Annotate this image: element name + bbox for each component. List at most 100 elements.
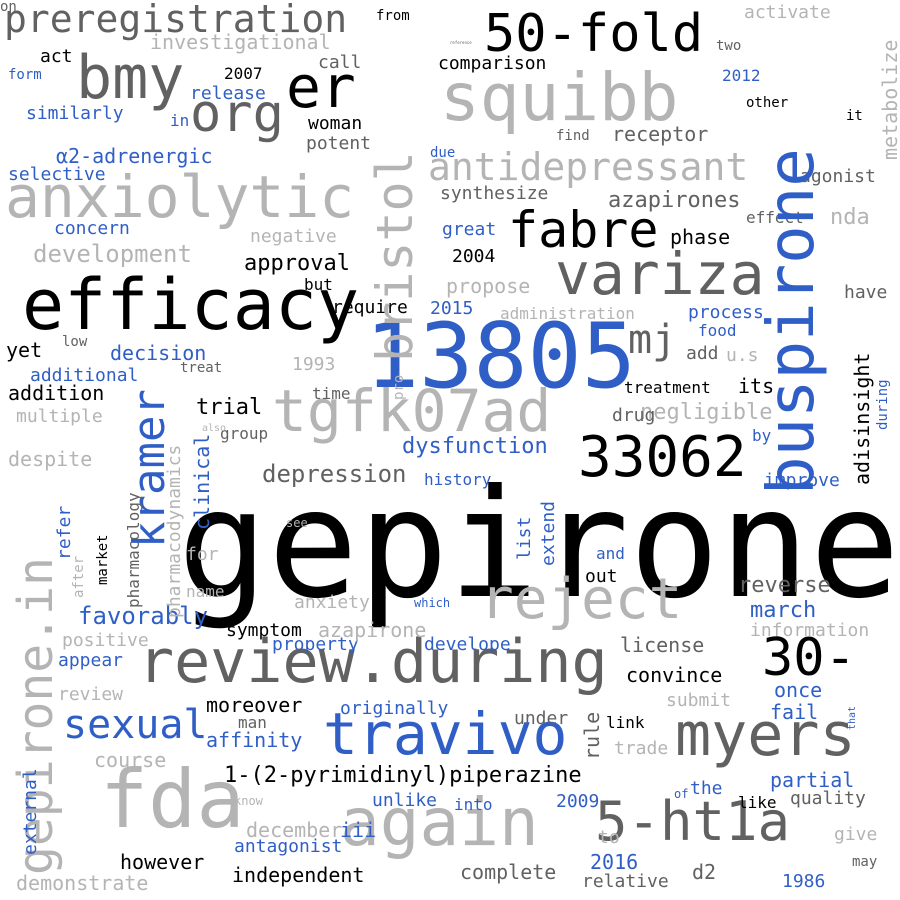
word-cloud-term: decision <box>110 341 207 365</box>
word-cloud-term: fda <box>100 753 245 846</box>
word-cloud-term: negligible <box>640 400 773 425</box>
word-cloud-term: act <box>40 46 73 67</box>
word-cloud-term: azapirone <box>318 618 427 642</box>
word-cloud-term: group <box>220 424 269 443</box>
word-cloud-term: find <box>556 128 590 144</box>
word-cloud-term: march <box>750 598 817 623</box>
word-cloud-term: the <box>690 778 723 799</box>
word-cloud-term: see <box>286 516 308 530</box>
word-cloud-term: property <box>272 634 359 655</box>
word-cloud-term: preregistration <box>4 0 348 41</box>
word-cloud-term: independent <box>232 863 365 887</box>
word-cloud-term: development <box>33 240 192 268</box>
word-cloud-term: call <box>318 52 362 73</box>
word-cloud-term: have <box>844 282 888 303</box>
word-cloud-term: unlike <box>372 790 438 811</box>
word-cloud-term: other <box>746 95 789 111</box>
word-cloud-term: great <box>442 219 497 240</box>
word-cloud-term: buspirone <box>755 148 829 495</box>
word-cloud-term: course <box>94 748 167 772</box>
word-cloud-term: relative <box>582 871 669 892</box>
word-cloud-term: originally <box>340 698 449 719</box>
word-cloud-term: phase <box>670 225 731 249</box>
word-cloud-term: also <box>202 423 227 434</box>
word-cloud-term: fail <box>770 700 819 724</box>
word-cloud-term: refer <box>54 505 75 560</box>
word-cloud-term: antagonist <box>234 836 343 857</box>
word-cloud-term: effect <box>746 208 804 227</box>
word-cloud-term: bristol <box>366 151 424 362</box>
word-cloud-term: develope <box>424 634 511 655</box>
word-cloud-term: by <box>752 426 772 445</box>
word-cloud-term: in <box>170 111 190 130</box>
word-cloud-term: review.during <box>138 627 608 697</box>
word-cloud-term: 5-ht1a <box>595 790 791 853</box>
word-cloud-term: trade <box>614 738 669 759</box>
word-cloud-term: man <box>238 713 267 732</box>
word-cloud-term: may <box>852 854 878 870</box>
word-cloud-term: myers <box>675 700 856 770</box>
word-cloud-term: travivo <box>323 700 568 768</box>
word-cloud-term: treatment <box>624 378 711 397</box>
word-cloud-term: december <box>246 818 343 842</box>
word-cloud-term: multiple <box>16 406 103 427</box>
word-cloud-term: symptom <box>226 620 302 641</box>
word-cloud-term: anxiety <box>294 592 370 613</box>
word-cloud-term: it <box>846 108 863 124</box>
word-cloud-term: into <box>454 795 493 814</box>
word-cloud-term: review <box>58 684 124 705</box>
word-cloud-term: woman <box>308 113 363 134</box>
word-cloud-term: squibb <box>440 59 679 136</box>
word-cloud-term: azapirones <box>608 188 741 213</box>
word-cloud-term: trial <box>196 395 263 420</box>
word-cloud-term: yet <box>6 338 43 362</box>
word-cloud-term: license <box>620 633 705 657</box>
word-cloud-term: 30- <box>762 628 856 688</box>
word-cloud-term: demonstrate <box>16 871 149 895</box>
word-cloud-term: concern <box>54 218 130 239</box>
word-cloud-term: during <box>875 379 891 430</box>
word-cloud-term: 50-fold <box>484 4 704 64</box>
word-cloud-term: u.s <box>726 345 759 366</box>
word-cloud-term: antidepressant <box>428 145 749 189</box>
word-cloud-term: favorably <box>78 602 209 630</box>
word-cloud-term: and <box>596 544 625 563</box>
word-cloud-term: α2-adrenergic <box>56 144 213 168</box>
word-cloud-term: name <box>186 582 225 601</box>
word-cloud-term: depression <box>262 460 407 488</box>
word-cloud-term: under <box>514 708 569 729</box>
word-cloud-term: potent <box>306 133 372 154</box>
word-cloud-term: rule <box>580 711 604 760</box>
word-cloud-term: release <box>190 83 266 104</box>
word-cloud-term: improve <box>764 470 840 491</box>
word-cloud-term: 1986 <box>782 871 826 892</box>
word-cloud-term: synthesize <box>440 183 549 204</box>
word-cloud-term: 1993 <box>292 354 336 375</box>
word-cloud-term: require <box>332 297 408 318</box>
word-cloud-term: d2 <box>692 860 717 884</box>
word-cloud-term: 2004 <box>452 246 496 267</box>
word-cloud-term: reject <box>480 567 683 632</box>
word-cloud-term: which <box>414 596 451 610</box>
word-cloud-term: low <box>62 334 88 350</box>
word-cloud-term: er <box>286 53 356 121</box>
word-cloud-term: dysfunction <box>402 434 548 459</box>
word-cloud-term: but <box>304 275 333 294</box>
word-cloud-term: selective <box>8 164 106 185</box>
word-cloud-term: food <box>698 321 737 340</box>
word-cloud-term: efficacy <box>22 264 360 346</box>
word-cloud-term: two <box>716 38 742 54</box>
word-cloud-term: know <box>234 794 263 808</box>
word-cloud-term: add <box>686 343 719 364</box>
word-cloud-term: give <box>834 824 878 845</box>
word-cloud-term: org <box>190 84 284 144</box>
word-cloud-term: 2016 <box>590 850 639 874</box>
word-cloud-term: 33062 <box>578 425 747 490</box>
word-cloud-term: however <box>120 850 205 874</box>
word-cloud-term: pharmacodynamics <box>164 444 185 618</box>
word-cloud-term: administration <box>500 304 635 323</box>
word-cloud-term: due <box>430 145 456 161</box>
word-cloud-term: approval <box>244 251 350 276</box>
word-cloud-term: investigational <box>150 30 331 54</box>
